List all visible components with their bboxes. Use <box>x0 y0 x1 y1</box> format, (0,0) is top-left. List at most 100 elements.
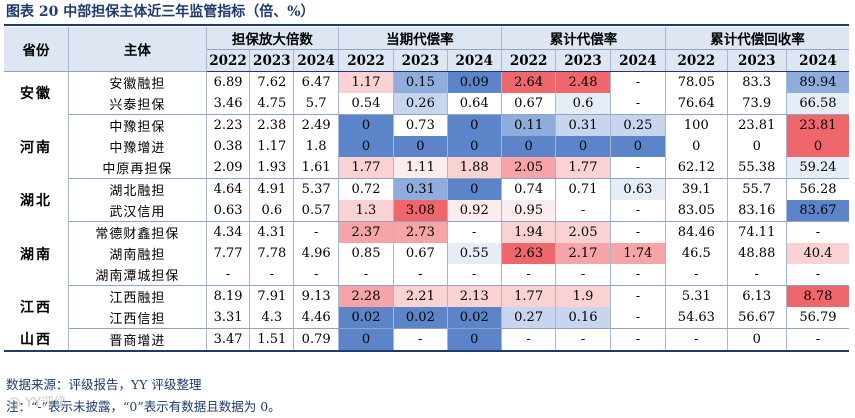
entity-name-cell: 湖北融担 <box>68 178 207 200</box>
year-header: 2024 <box>447 49 502 72</box>
value-cell: 8.19 <box>206 285 251 307</box>
value-cell: 2.05 <box>501 157 557 179</box>
table-row: 江西 江西融担 8.19 7.91 9.13 2.28 2.21 2.13 1.77 1.9-5.… <box>4 285 849 329</box>
value-cell: 0.6 <box>555 93 611 115</box>
value-cell: 0.64 <box>447 93 502 115</box>
value-cell: 2.13 <box>447 285 502 307</box>
value-cell: 2.48 <box>555 71 611 93</box>
value-cell: 4.3 <box>249 307 295 329</box>
value-cell: 3.31 <box>206 307 251 329</box>
value-cell: 0 <box>610 136 667 157</box>
entity-name-cell: 安徽融担 <box>68 71 207 93</box>
value-cell: 0.63 <box>206 200 251 222</box>
value-cell: 3.47 <box>206 328 251 352</box>
value-cell: 4.46 <box>293 307 339 329</box>
value-cell: 0 <box>393 136 448 157</box>
value-cell: 0.02 <box>393 307 448 329</box>
value-cell: - <box>206 264 251 286</box>
value-cell: 1.77 <box>501 285 557 307</box>
value-cell: 83.05 <box>665 200 728 222</box>
value-cell: 0.54 <box>338 93 395 115</box>
table-row: 湖南融担 7.77 7.78 4.96 0.85 0.67 0.55 2.63 2.17 1.74… <box>4 243 849 264</box>
entity-name-cell: 晋商增进 <box>68 328 207 352</box>
value-cell: - <box>555 200 611 222</box>
value-cell: 56.67 <box>727 307 787 329</box>
entity-name-cell: 湖南潭城担保 <box>68 264 207 286</box>
value-cell: - <box>555 328 611 352</box>
value-cell: 66.58 <box>786 93 849 115</box>
year-header: 2023 <box>555 49 611 72</box>
value-cell: - <box>447 264 502 286</box>
value-cell: - <box>293 221 339 243</box>
value-cell: 23.81 <box>786 114 849 136</box>
group-header-recovery-rate: 累计代偿回收率 <box>665 27 849 50</box>
value-cell: 4.31 <box>249 221 295 243</box>
value-cell: 55.38 <box>727 157 787 179</box>
entity-name-cell: 江西融担 <box>68 285 207 307</box>
value-cell: 0.73 <box>393 114 448 136</box>
province-header: 省份 <box>4 27 69 72</box>
regulatory-indicators-table: 省份 主体 担保放大倍数 当期代偿率 累计代偿率 累计代偿回收率 2022 202… <box>4 27 849 352</box>
value-cell: 2.63 <box>501 243 557 264</box>
value-cell: 0 <box>447 136 502 157</box>
value-cell: - <box>610 71 667 93</box>
value-cell: 0.79 <box>293 328 339 352</box>
value-cell: 2.64 <box>501 71 557 93</box>
value-cell: - <box>501 264 557 286</box>
value-cell: 0.09 <box>447 71 502 93</box>
table-row: 江西信担 3.31 4.3 4.46 0.02 0.02 0.02 0.27 0.16-54.6… <box>4 307 849 329</box>
value-cell: 78.05 <box>665 71 728 93</box>
value-cell: 5.31 <box>665 285 728 307</box>
value-cell: 9.13 <box>293 285 339 307</box>
value-cell: 83.3 <box>727 71 787 93</box>
value-cell: 62.12 <box>665 157 728 179</box>
value-cell: 1.51 <box>249 328 295 352</box>
value-cell: - <box>786 264 849 286</box>
value-cell: - <box>610 264 667 286</box>
value-cell: 0.15 <box>393 71 448 93</box>
province-cell: 湖北 <box>4 178 69 222</box>
value-cell: 2.17 <box>555 243 611 264</box>
value-cell: 0.92 <box>447 200 502 222</box>
value-cell: 0.31 <box>555 114 611 136</box>
watermark: @ YY评级 <box>8 396 68 411</box>
table-row: 中原再担保 2.09 1.93 1.61 1.77 1.11 1.88 2.05 1.77-62… <box>4 157 849 179</box>
value-cell: - <box>786 328 849 352</box>
value-cell: - <box>610 328 667 352</box>
value-cell: 6.13 <box>727 285 787 307</box>
year-header: 2024 <box>786 49 849 72</box>
value-cell: 1.77 <box>338 157 395 179</box>
value-cell: 0.67 <box>393 243 448 264</box>
table-row: 安徽 安徽融担 6.89 7.62 6.47 1.17 0.15 0.09 2.64 2.48-7… <box>4 71 849 115</box>
value-cell: 4.75 <box>249 93 295 115</box>
value-cell: 0.55 <box>447 243 502 264</box>
year-header: 2023 <box>249 49 295 72</box>
province-cell: 河南 <box>4 114 69 179</box>
group-header-leverage: 担保放大倍数 <box>206 27 339 50</box>
value-cell: 0 <box>501 136 557 157</box>
value-cell: 4.34 <box>206 221 251 243</box>
value-cell: 7.78 <box>249 243 295 264</box>
entity-header: 主体 <box>68 27 207 72</box>
value-cell: 2.23 <box>206 114 251 136</box>
value-cell: 84.46 <box>665 221 728 243</box>
value-cell: 56.28 <box>799 182 837 197</box>
value-cell: 3.08 <box>393 200 448 222</box>
value-cell: 0.26 <box>393 93 448 115</box>
value-cell: 1.61 <box>293 157 339 179</box>
legend-note: 注：“-”表示未披露，“0”表示有数据且数据为 0。 <box>6 399 281 414</box>
value-cell: 0.02 <box>447 307 502 329</box>
value-cell: 2.73 <box>393 221 448 243</box>
entity-name-cell: 中豫增进 <box>68 136 207 157</box>
value-cell: 76.64 <box>665 93 728 115</box>
value-cell: 1.11 <box>393 157 448 179</box>
value-cell: 1.74 <box>610 243 667 264</box>
value-cell: 0 <box>727 328 787 352</box>
entity-name-cell: 中原再担保 <box>68 157 207 179</box>
value-cell: - <box>447 221 502 243</box>
value-cell: 0.6 <box>249 200 295 222</box>
year-header: 2024 <box>293 49 339 72</box>
value-cell: 1.17 <box>249 136 295 157</box>
value-cell: 3.46 <box>206 93 251 115</box>
value-cell: 2.09 <box>206 157 251 179</box>
